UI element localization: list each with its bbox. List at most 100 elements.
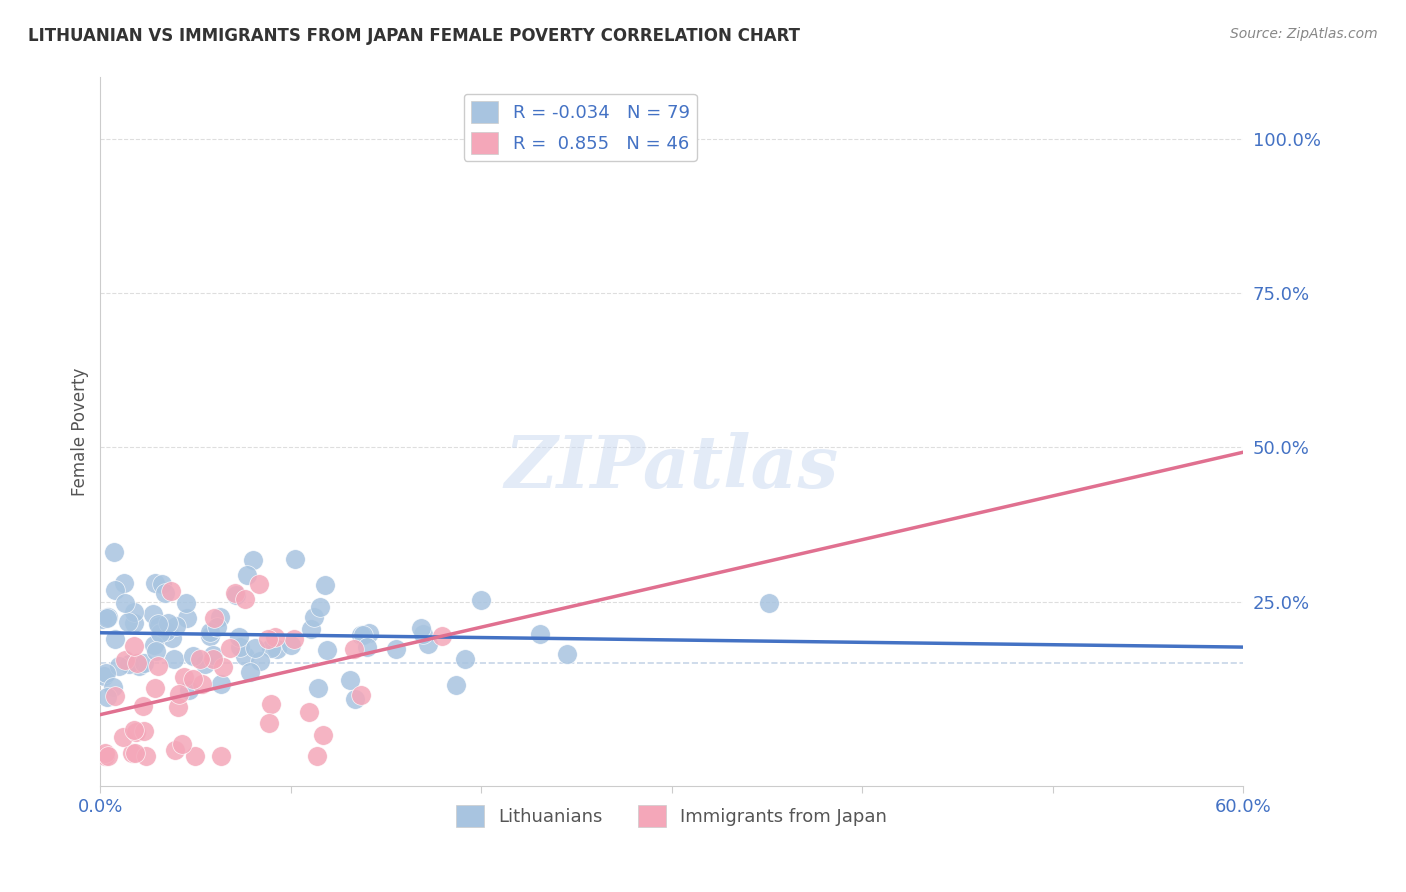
Point <box>228 630 250 644</box>
Point <box>103 545 125 559</box>
Point <box>166 700 188 714</box>
Point <box>150 577 173 591</box>
Point <box>183 672 205 686</box>
Point <box>91 612 114 626</box>
Point <box>149 625 172 640</box>
Point <box>122 639 145 653</box>
Point <box>298 705 321 719</box>
Point <box>124 746 146 760</box>
Point <box>208 610 231 624</box>
Point <box>148 619 170 633</box>
Point <box>142 638 165 652</box>
Point <box>307 681 329 696</box>
Point <box>134 656 156 670</box>
Point <box>176 611 198 625</box>
Point <box>385 642 408 657</box>
Point <box>198 624 221 639</box>
Point <box>128 659 150 673</box>
Point <box>117 657 139 671</box>
Point <box>266 642 288 657</box>
Point <box>307 748 329 763</box>
Point <box>430 629 453 643</box>
Point <box>247 577 270 591</box>
Point <box>249 654 271 668</box>
Point <box>97 748 120 763</box>
Point <box>312 728 335 742</box>
Point <box>145 644 167 658</box>
Point <box>201 648 224 662</box>
Point <box>470 593 492 607</box>
Point <box>212 660 235 674</box>
Point <box>409 621 432 635</box>
Point <box>134 724 156 739</box>
Point <box>194 657 217 671</box>
Point <box>233 592 256 607</box>
Legend: Lithuanians, Immigrants from Japan: Lithuanians, Immigrants from Japan <box>450 797 894 834</box>
Point <box>101 680 124 694</box>
Point <box>557 648 579 662</box>
Point <box>304 609 326 624</box>
Point <box>205 620 228 634</box>
Point <box>97 610 120 624</box>
Point <box>280 638 302 652</box>
Point <box>257 632 280 646</box>
Point <box>96 690 118 704</box>
Point <box>122 615 145 630</box>
Point <box>209 676 232 690</box>
Point <box>160 584 183 599</box>
Point <box>444 677 467 691</box>
Point <box>146 617 169 632</box>
Point <box>188 652 211 666</box>
Point <box>173 670 195 684</box>
Point <box>174 596 197 610</box>
Point <box>236 567 259 582</box>
Point <box>156 615 179 630</box>
Point <box>112 576 135 591</box>
Point <box>315 643 337 657</box>
Text: Source: ZipAtlas.com: Source: ZipAtlas.com <box>1230 27 1378 41</box>
Point <box>132 698 155 713</box>
Point <box>257 716 280 731</box>
Point <box>350 627 373 641</box>
Point <box>198 630 221 644</box>
Point <box>758 595 780 609</box>
Point <box>160 631 183 645</box>
Point <box>96 665 118 680</box>
Point <box>117 615 139 629</box>
Point <box>219 640 242 655</box>
Point <box>284 551 307 566</box>
Point <box>352 628 374 642</box>
Point <box>283 632 305 646</box>
Point <box>201 652 224 666</box>
Point <box>242 553 264 567</box>
Point <box>225 588 247 602</box>
Point <box>103 689 125 703</box>
Point <box>224 585 246 599</box>
Point <box>122 605 145 619</box>
Point <box>114 596 136 610</box>
Point <box>339 673 361 687</box>
Point <box>165 619 187 633</box>
Point <box>183 748 205 763</box>
Point <box>181 648 204 663</box>
Point <box>308 600 330 615</box>
Point <box>264 631 287 645</box>
Point <box>165 742 187 756</box>
Point <box>350 688 373 702</box>
Point <box>93 747 115 761</box>
Point <box>359 626 381 640</box>
Point <box>243 640 266 655</box>
Point <box>163 652 186 666</box>
Point <box>125 724 148 739</box>
Point <box>454 652 477 666</box>
Point <box>229 640 252 654</box>
Point <box>190 677 212 691</box>
Point <box>314 578 336 592</box>
Point <box>121 747 143 761</box>
Point <box>104 632 127 647</box>
Point <box>143 575 166 590</box>
Point <box>124 723 146 737</box>
Point <box>299 623 322 637</box>
Point <box>209 748 232 763</box>
Point <box>142 607 165 621</box>
